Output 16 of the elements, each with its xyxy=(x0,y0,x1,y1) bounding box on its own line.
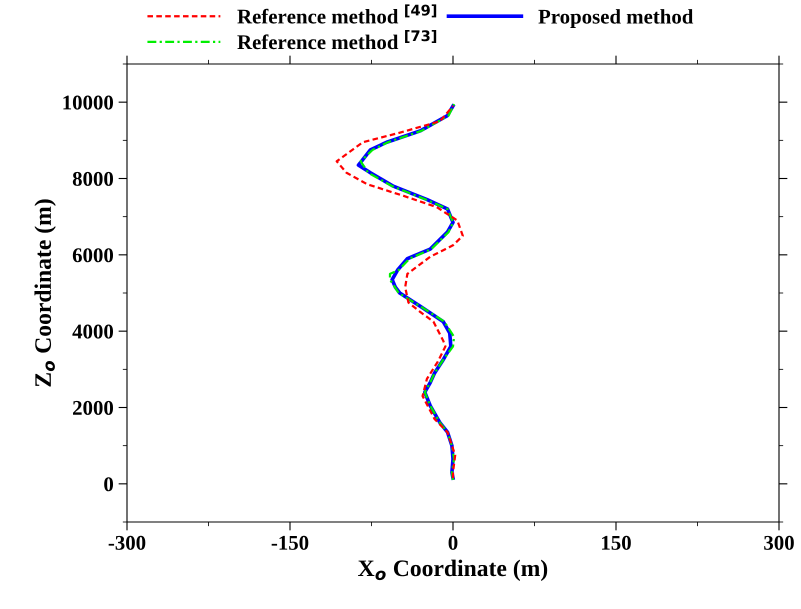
x-tick-label: -150 xyxy=(272,536,308,550)
y-tick-label: 10000 xyxy=(63,96,114,110)
x-tick-label: 0 xyxy=(448,536,458,550)
legend-label: Reference method $^{[73]}$ xyxy=(237,30,436,50)
y-tick-label: 8000 xyxy=(72,172,114,186)
x-tick-label: 300 xyxy=(764,536,794,550)
x-tick-label: 150 xyxy=(602,536,631,550)
legend-label: Reference method $^{[49]}$ xyxy=(237,4,436,24)
x-tick-label: -300 xyxy=(108,536,146,550)
y-tick-label: 0 xyxy=(104,477,114,492)
y-tick-label: 4000 xyxy=(72,324,114,339)
x-axis-title: X$_{o}$ Coordinate (m) xyxy=(358,560,548,582)
legend-label: Proposed method xyxy=(538,9,694,28)
y-axis-title: Z$_{o}$ Coordinate (m) xyxy=(34,199,56,387)
y-tick-label: 6000 xyxy=(72,248,114,262)
y-tick-label: 2000 xyxy=(73,400,114,415)
